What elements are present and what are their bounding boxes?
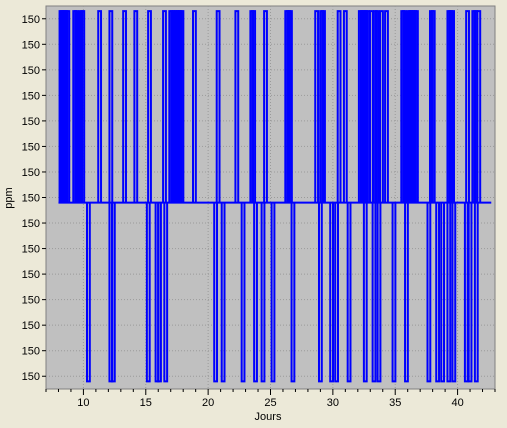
- y-tick-label: 150: [22, 167, 40, 179]
- spike-up: [108, 10, 114, 203]
- x-tick-label: 30: [327, 397, 339, 409]
- y-tick-label: 150: [22, 14, 40, 26]
- spike-up: [133, 10, 139, 203]
- y-tick-label: 150: [22, 244, 40, 256]
- spike-up: [314, 10, 320, 203]
- spike-down: [451, 202, 457, 383]
- spike-down: [334, 202, 340, 383]
- spike-down: [145, 202, 151, 383]
- spike-up: [430, 10, 436, 203]
- y-tick-label: 150: [22, 90, 40, 102]
- spike-down: [376, 202, 382, 383]
- y-axis-ticks: 150 150 150 150 150 150 150 150 150 150 150 150 150 1…: [22, 0, 46, 383]
- y-tick-label: 150: [22, 269, 40, 281]
- y-tick-label: 150: [22, 116, 40, 128]
- y-tick-label: 150: [22, 65, 40, 77]
- spike-down: [163, 202, 169, 383]
- spike-up: [374, 10, 380, 203]
- spike-up: [384, 10, 389, 203]
- spike-up: [74, 10, 79, 203]
- spike-down: [110, 202, 116, 383]
- spike-down: [404, 202, 409, 383]
- spike-down: [440, 202, 446, 383]
- y-tick-label: 150: [22, 346, 40, 358]
- spike-up: [414, 10, 419, 203]
- y-tick-label: 150: [22, 39, 40, 51]
- spike-up: [263, 10, 268, 203]
- x-tick-label: 25: [264, 397, 276, 409]
- spike-down: [157, 202, 162, 383]
- spike-up: [192, 10, 197, 203]
- x-tick-label: 20: [202, 397, 214, 409]
- y-tick-label: 150: [22, 218, 40, 230]
- spike-down: [473, 202, 479, 383]
- spike-up: [402, 10, 407, 203]
- spike-up: [336, 10, 342, 203]
- spike-up: [251, 10, 257, 203]
- x-tick-label: 35: [389, 397, 401, 409]
- spike-up: [179, 10, 185, 203]
- spike-down: [426, 202, 432, 383]
- spike-down: [435, 202, 441, 383]
- spike-down: [346, 202, 352, 383]
- spike-down: [270, 202, 276, 383]
- spike-up: [321, 10, 326, 203]
- spike-up: [234, 10, 240, 203]
- spike-down: [240, 202, 246, 383]
- spike-up: [80, 10, 86, 203]
- spike-up: [147, 10, 152, 203]
- spike-down: [213, 202, 219, 383]
- spike-down: [253, 202, 258, 383]
- spike-up: [65, 10, 71, 203]
- y-tick-label: 150: [22, 141, 40, 153]
- spike-down: [467, 202, 473, 383]
- x-axis-ticks: 10 15 20 25 30 35 40: [45, 389, 496, 409]
- spike-up: [476, 10, 482, 203]
- x-tick-label: 10: [77, 397, 89, 409]
- spike-down: [446, 202, 452, 383]
- spike-up: [342, 10, 348, 203]
- spike-up: [162, 10, 167, 203]
- spike-up: [215, 10, 221, 203]
- spike-up: [379, 10, 384, 203]
- spike-up: [288, 10, 293, 203]
- y-tick-label: 150: [22, 193, 40, 205]
- x-tick-label: 15: [140, 397, 152, 409]
- spike-up: [122, 10, 127, 203]
- spike-down: [86, 202, 91, 383]
- y-tick-label: 150: [22, 320, 40, 332]
- x-axis-title: Jours: [255, 411, 282, 423]
- y-tick-label: 150: [22, 295, 40, 307]
- spike-down: [362, 202, 368, 383]
- spike-down: [371, 202, 377, 383]
- spike-up: [97, 10, 103, 203]
- spike-down: [329, 202, 335, 383]
- y-tick-label: 150: [22, 371, 40, 383]
- spike-up: [450, 10, 455, 203]
- spike-down: [220, 202, 226, 383]
- spike-down: [290, 202, 296, 383]
- spike-down: [260, 202, 266, 383]
- spike-down: [317, 202, 323, 383]
- series-layer: [58, 10, 492, 383]
- spike-up: [465, 10, 470, 203]
- spike-down: [391, 202, 397, 383]
- y-axis-title: ppm: [3, 187, 15, 208]
- x-tick-label: 40: [451, 397, 463, 409]
